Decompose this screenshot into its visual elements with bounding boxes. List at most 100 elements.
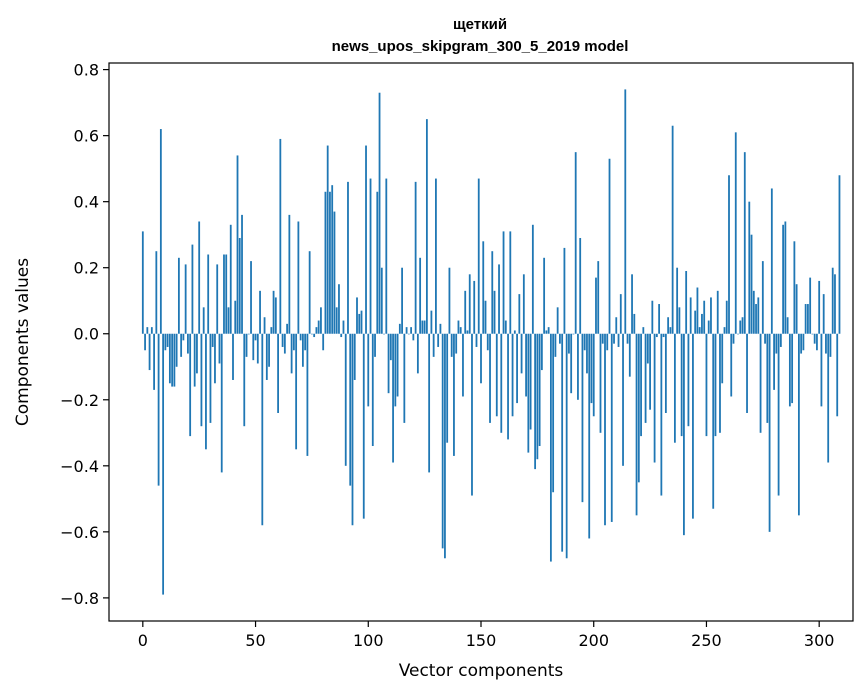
bar-69 xyxy=(297,221,300,334)
y-tick-label: 0.6 xyxy=(74,127,99,146)
bar-179 xyxy=(545,330,548,334)
bar-45 xyxy=(243,333,246,427)
bar-204 xyxy=(601,333,604,344)
bar-234 xyxy=(669,327,672,334)
bar-255 xyxy=(716,290,719,334)
bar-143 xyxy=(464,290,467,334)
bar-283 xyxy=(779,333,782,347)
bar-201 xyxy=(595,277,597,334)
bar-121 xyxy=(414,181,417,334)
bar-197 xyxy=(586,333,588,374)
bar-84 xyxy=(331,185,334,334)
bar-253 xyxy=(712,333,715,509)
bar-83 xyxy=(329,191,331,334)
bar-51 xyxy=(256,333,259,364)
bar-173 xyxy=(531,224,534,334)
bar-222 xyxy=(642,327,645,334)
bar-304 xyxy=(827,333,830,463)
bar-282 xyxy=(777,333,780,496)
bar-216 xyxy=(628,333,631,377)
bar-63 xyxy=(283,333,286,354)
bar-220 xyxy=(637,333,640,483)
bar-53 xyxy=(261,333,264,526)
bar-291 xyxy=(797,333,800,516)
bar-198 xyxy=(588,333,591,539)
bar-70 xyxy=(299,333,302,341)
bar-228 xyxy=(655,333,658,338)
bar-14 xyxy=(173,333,176,387)
bar-191 xyxy=(572,333,575,335)
bar-27 xyxy=(202,307,205,334)
bar-29 xyxy=(207,254,210,334)
bar-102 xyxy=(371,333,374,447)
bar-285 xyxy=(784,221,787,334)
bar-15 xyxy=(175,333,178,367)
bar-235 xyxy=(671,125,674,334)
x-axis-ticks: 0 50 100 150 200 250 300 xyxy=(138,621,835,650)
bar-275 xyxy=(761,261,764,334)
bar-157 xyxy=(495,333,498,417)
bar-18 xyxy=(182,333,185,341)
bar-299 xyxy=(816,333,818,351)
bar-46 xyxy=(245,333,248,357)
bar-47 xyxy=(247,333,250,335)
bar-38 xyxy=(227,307,230,334)
bar-194 xyxy=(579,237,582,334)
bar-97 xyxy=(360,310,363,334)
bar-92 xyxy=(349,333,352,486)
bar-187 xyxy=(563,247,566,334)
bar-101 xyxy=(369,178,372,334)
bar-112 xyxy=(394,333,397,407)
bar-76 xyxy=(313,333,316,338)
bar-132 xyxy=(439,323,442,334)
bar-133 xyxy=(441,333,444,549)
bar-213 xyxy=(622,333,624,466)
bar-257 xyxy=(721,333,724,384)
bar-62 xyxy=(281,333,284,347)
bar-127 xyxy=(428,333,431,473)
bar-301 xyxy=(820,333,823,407)
bar-64 xyxy=(286,323,289,334)
bar-263 xyxy=(734,132,737,334)
bar-184 xyxy=(556,307,559,334)
bar-171 xyxy=(527,333,530,453)
x-tick-label: 0 xyxy=(138,631,148,650)
bar-305 xyxy=(829,333,832,357)
bar-278 xyxy=(768,333,771,532)
bar-175 xyxy=(536,333,539,460)
bar-89 xyxy=(342,320,345,334)
bar-227 xyxy=(653,333,656,463)
bar-82 xyxy=(326,145,329,334)
bar-232 xyxy=(664,333,667,413)
y-tick-label: −0.2 xyxy=(60,391,99,410)
bar-249 xyxy=(703,300,706,334)
bar-245 xyxy=(694,310,697,334)
y-axis-label: Components values xyxy=(13,258,33,426)
bar-87 xyxy=(338,284,340,334)
bar-241 xyxy=(685,271,688,334)
x-tick-label: 300 xyxy=(804,631,835,650)
bar-265 xyxy=(739,320,742,334)
bar-264 xyxy=(737,333,739,335)
bar-20 xyxy=(187,333,189,354)
bar-22 xyxy=(191,244,194,334)
bar-287 xyxy=(788,333,791,407)
bar-160 xyxy=(502,231,505,334)
bar-21 xyxy=(189,333,192,437)
bar-33 xyxy=(216,264,219,334)
bar-105 xyxy=(378,92,381,334)
bar-240 xyxy=(683,333,685,536)
bar-26 xyxy=(200,333,203,427)
bar-95 xyxy=(356,297,358,334)
bar-10 xyxy=(164,333,167,351)
bar-7 xyxy=(157,333,160,486)
bar-96 xyxy=(358,313,361,334)
bar-73 xyxy=(306,333,309,456)
bar-65 xyxy=(288,214,291,334)
bar-250 xyxy=(705,333,708,437)
bar-217 xyxy=(631,274,633,334)
bar-41 xyxy=(234,300,237,334)
bar-293 xyxy=(802,333,805,351)
bar-2 xyxy=(146,327,149,334)
